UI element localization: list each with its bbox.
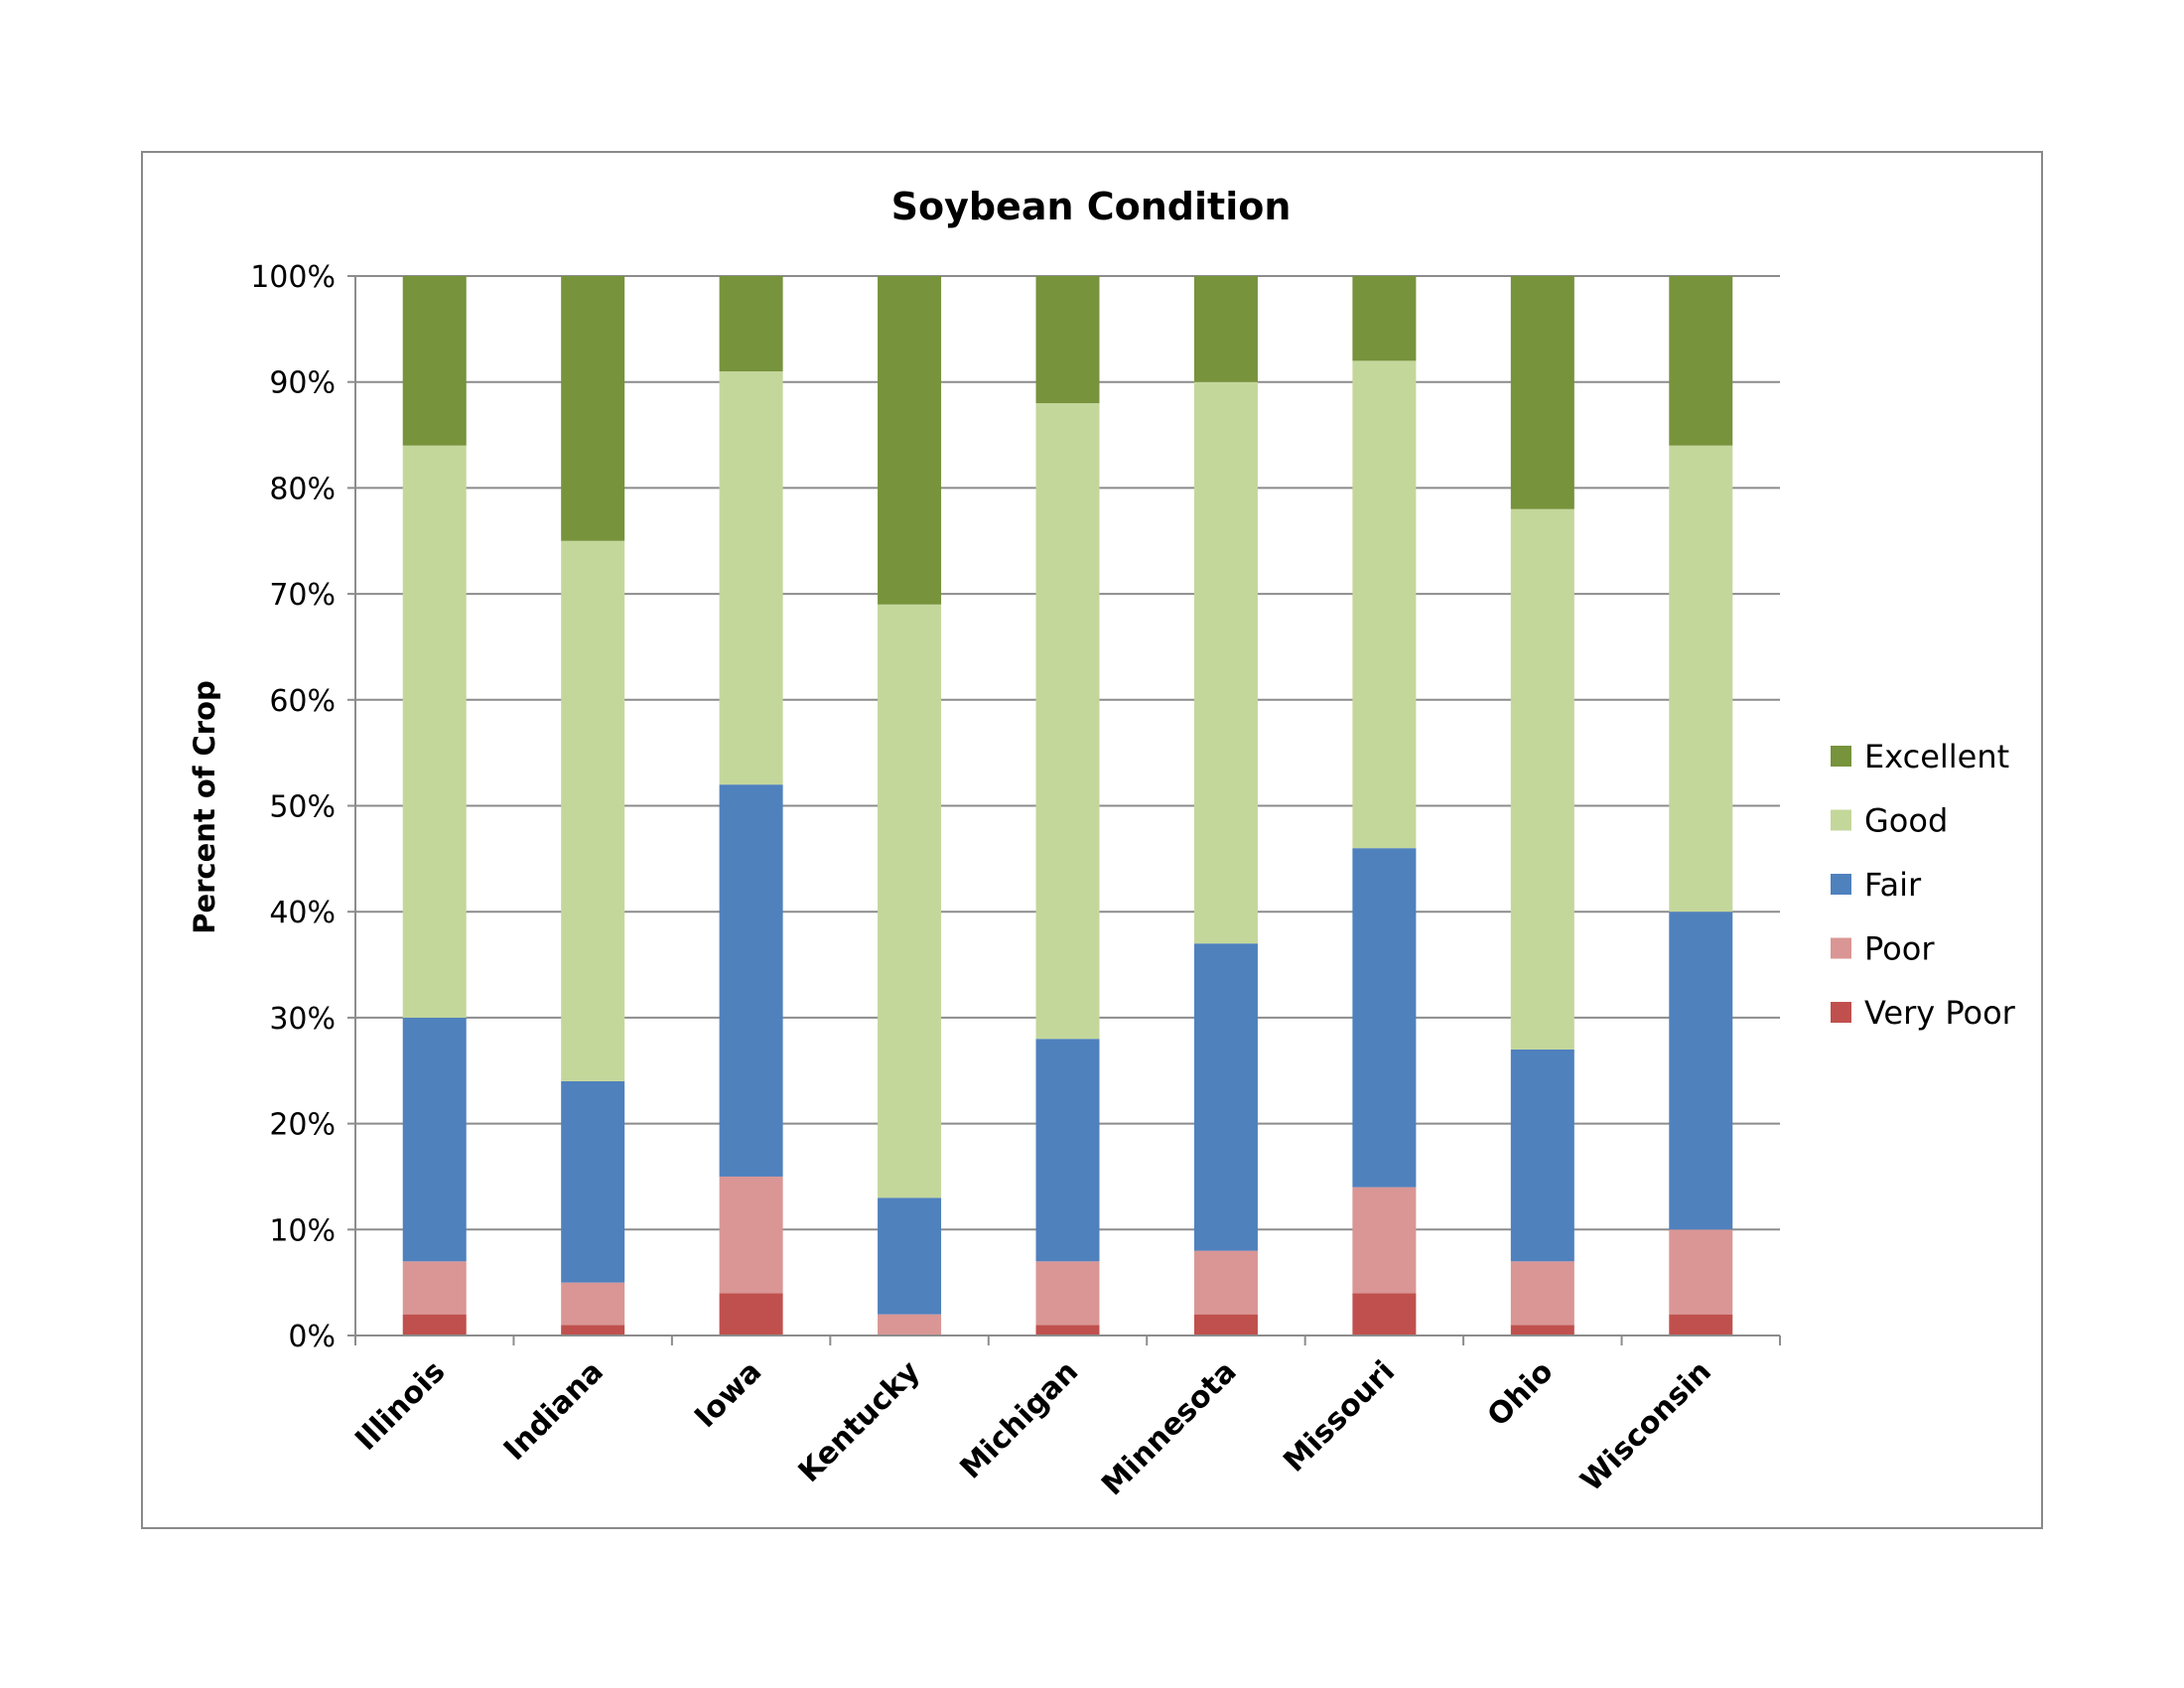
y-tick-label: 70% bbox=[269, 578, 336, 613]
bar-segment bbox=[1035, 1261, 1100, 1326]
bar-segment bbox=[1352, 1187, 1417, 1294]
y-tick-label: 100% bbox=[250, 260, 336, 295]
legend-swatch bbox=[1831, 874, 1851, 895]
y-tick-label: 20% bbox=[269, 1108, 336, 1143]
bar-segment bbox=[878, 604, 942, 1198]
legend-swatch bbox=[1831, 937, 1851, 959]
x-tick-label: Michigan bbox=[953, 1354, 1085, 1486]
bar-segment bbox=[1035, 276, 1100, 404]
bar-segment bbox=[1352, 276, 1417, 361]
legend-swatch bbox=[1831, 746, 1851, 767]
legend-label: Fair bbox=[1864, 866, 1922, 904]
bar-segment bbox=[719, 1293, 783, 1336]
bars bbox=[402, 276, 1733, 1336]
bar-segment bbox=[719, 784, 783, 1177]
bar-segment bbox=[1669, 445, 1733, 913]
bar-segment bbox=[1510, 1325, 1574, 1336]
bar-segment bbox=[1035, 403, 1100, 1040]
x-tick-label: Kentucky bbox=[792, 1354, 927, 1489]
bar-segment bbox=[561, 1282, 625, 1326]
legend-swatch bbox=[1831, 809, 1851, 831]
legend-label: Good bbox=[1864, 802, 1948, 840]
bar-segment bbox=[1035, 1039, 1100, 1262]
bar-segment bbox=[1669, 276, 1733, 446]
bar-segment bbox=[1193, 1250, 1258, 1315]
bar-segment bbox=[878, 1197, 942, 1315]
bar-segment bbox=[1193, 381, 1258, 944]
x-tick-label: Iowa bbox=[688, 1354, 768, 1435]
legend-label: Very Poor bbox=[1864, 994, 2016, 1032]
bar-segment bbox=[1352, 360, 1417, 849]
bar-segment bbox=[1193, 943, 1258, 1251]
bar-segment bbox=[561, 1080, 625, 1283]
x-tick-label: Wisconsin bbox=[1574, 1354, 1718, 1498]
chart-area: Soybean Condition 0% 10% 20% 30% 40% 50% 60% 70… bbox=[141, 151, 2043, 1529]
bar-segment bbox=[402, 276, 467, 446]
bar-segment bbox=[1035, 1325, 1100, 1336]
x-tick-label: Indiana bbox=[497, 1354, 611, 1468]
x-tick-label: Minnesota bbox=[1095, 1354, 1243, 1502]
x-tick-label: Ohio bbox=[1481, 1354, 1561, 1434]
x-tick-label: Illinois bbox=[348, 1354, 452, 1458]
bar-segment bbox=[402, 1017, 467, 1262]
chart-title: Soybean Condition bbox=[891, 185, 1292, 228]
bar-segment bbox=[1352, 848, 1417, 1188]
y-axis-title: Percent of Crop bbox=[188, 680, 221, 934]
bar-segment bbox=[1669, 912, 1733, 1230]
bar-segment bbox=[1510, 1049, 1574, 1262]
bar-segment bbox=[1669, 1229, 1733, 1315]
bar-segment bbox=[1669, 1314, 1733, 1336]
bar-segment bbox=[719, 371, 783, 785]
y-tick-label: 90% bbox=[269, 366, 336, 401]
bar-segment bbox=[1352, 1293, 1417, 1336]
bar-segment bbox=[719, 1176, 783, 1294]
bar-segment bbox=[1510, 276, 1574, 509]
y-tick-label: 50% bbox=[269, 790, 336, 825]
y-tick-label: 30% bbox=[269, 1002, 336, 1037]
y-tick-label: 40% bbox=[269, 896, 336, 930]
bar-segment bbox=[878, 1314, 942, 1336]
legend-swatch bbox=[1831, 1002, 1851, 1023]
legend-label: Excellent bbox=[1864, 738, 2009, 775]
bar-segment bbox=[878, 276, 942, 605]
bar-segment bbox=[402, 445, 467, 1018]
legend: Excellent Good Fair Poor Very Poor bbox=[1831, 738, 2016, 1032]
bar-segment bbox=[402, 1261, 467, 1315]
y-tick-label: 10% bbox=[269, 1213, 336, 1248]
bar-segment bbox=[1193, 1314, 1258, 1336]
y-tick-label: 80% bbox=[269, 472, 336, 506]
stacked-bar-chart: Soybean Condition 0% 10% 20% 30% 40% 50% 60% 70… bbox=[188, 185, 2016, 1502]
bar-segment bbox=[1510, 1261, 1574, 1326]
bar-segment bbox=[402, 1314, 467, 1336]
bar-segment bbox=[719, 276, 783, 372]
y-tick-label: 60% bbox=[269, 684, 336, 719]
bar-segment bbox=[561, 540, 625, 1081]
y-tick-label: 0% bbox=[288, 1320, 336, 1354]
x-tick-label: Missouri bbox=[1277, 1354, 1402, 1479]
legend-label: Poor bbox=[1864, 930, 1935, 968]
bar-segment bbox=[561, 1325, 625, 1336]
bar-segment bbox=[1510, 508, 1574, 1050]
bar-segment bbox=[1193, 276, 1258, 382]
bar-segment bbox=[561, 276, 625, 541]
